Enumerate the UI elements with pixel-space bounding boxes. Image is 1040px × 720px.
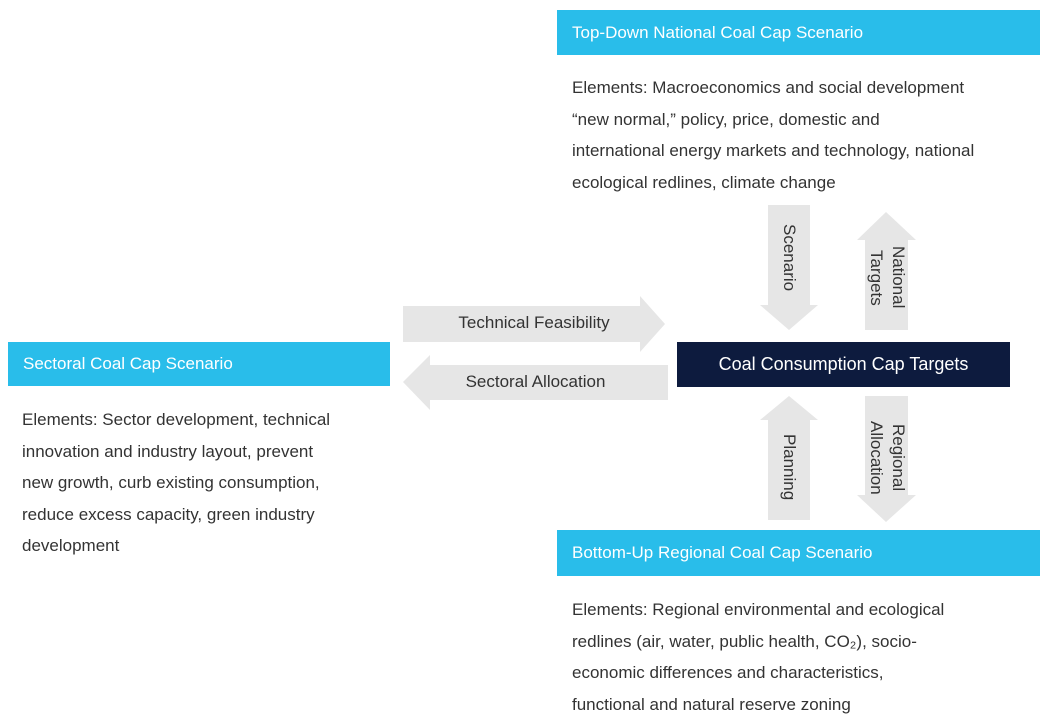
text-line: reduce excess capacity, green industry <box>22 499 330 531</box>
text-line: international energy markets and technol… <box>572 135 974 167</box>
text-line: functional and natural reserve zoning <box>572 689 944 720</box>
arrow-label: Regional Allocation <box>863 410 911 505</box>
text-line: new growth, curb existing consumption, <box>22 467 330 499</box>
text-block: Elements: Macroeconomics and social deve… <box>572 72 974 198</box>
text-line: Elements: Sector development, technical <box>22 404 330 436</box>
center-box: Coal Consumption Cap Targets <box>677 342 1010 387</box>
text-line: Elements: Macroeconomics and social deve… <box>572 72 974 104</box>
text-line: economic differences and characteristics… <box>572 657 944 689</box>
arrow-label-text: National Targets <box>865 235 909 320</box>
text-line: Elements: Regional environmental and eco… <box>572 594 944 626</box>
arrow-label: Planning <box>768 422 810 512</box>
arrow-label: Scenario <box>768 210 810 305</box>
arrow-label-text: Regional Allocation <box>865 410 909 505</box>
arrow-label: Technical Feasibility <box>403 313 665 333</box>
header: Top-Down National Coal Cap Scenario <box>557 10 1040 55</box>
text-line: development <box>22 530 330 562</box>
text-line: “new normal,” policy, price, domestic an… <box>572 104 974 136</box>
arrow-label: Sectoral Allocation <box>403 372 668 392</box>
arrow-label: National Targets <box>863 235 911 320</box>
header: Bottom-Up Regional Coal Cap Scenario <box>557 530 1040 576</box>
text-line: ecological redlines, climate change <box>572 167 974 199</box>
text-block: Elements: Regional environmental and eco… <box>572 594 944 720</box>
header: Sectoral Coal Cap Scenario <box>8 342 390 386</box>
text-line: innovation and industry layout, prevent <box>22 436 330 468</box>
text-line: redlines (air, water, public health, CO₂… <box>572 626 944 658</box>
